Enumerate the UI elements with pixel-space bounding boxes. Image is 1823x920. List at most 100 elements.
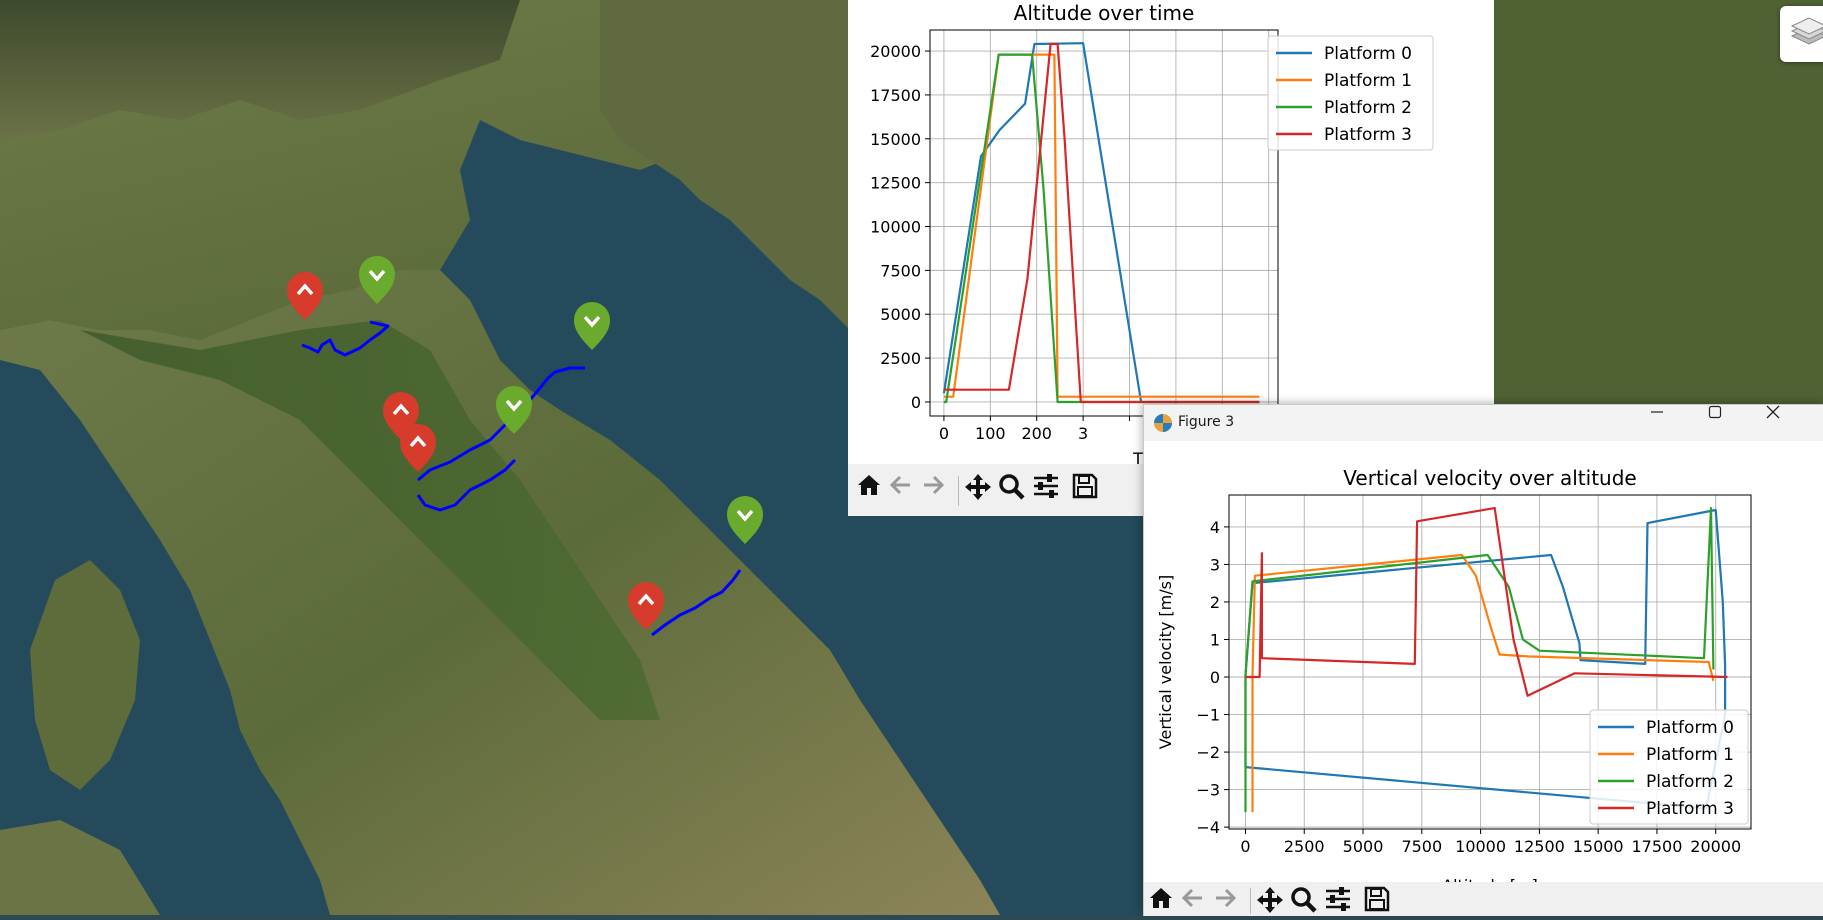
legend-entry: Platform 2 bbox=[1324, 98, 1412, 118]
legend-entry: Platform 2 bbox=[1646, 772, 1734, 792]
window-titlebar[interactable]: Figure 3 bbox=[1144, 405, 1823, 441]
flight-track-3 bbox=[416, 458, 517, 512]
y-tick-label: −3 bbox=[1196, 781, 1220, 800]
start-marker[interactable] bbox=[574, 302, 610, 350]
series-line bbox=[942, 42, 1143, 403]
altitude-chart: Altitude over time 0 100 200 3 0 2500 5000 7500 1… bbox=[870, 1, 1434, 464]
back-arrow-icon bbox=[889, 475, 910, 495]
flight-track-4 bbox=[651, 569, 742, 637]
back-arrow-icon bbox=[1181, 888, 1202, 908]
y-tick-label: 10000 bbox=[870, 218, 921, 237]
pan-button[interactable] bbox=[964, 473, 998, 507]
close-icon bbox=[1766, 405, 1780, 419]
y-tick-label: 17500 bbox=[870, 86, 921, 105]
zoom-button[interactable] bbox=[1290, 886, 1324, 920]
window-title: Figure 3 bbox=[1178, 414, 1235, 430]
home-icon bbox=[1150, 888, 1172, 908]
series-line bbox=[1251, 553, 1715, 813]
land-north bbox=[0, 0, 1823, 420]
legend-box bbox=[1267, 35, 1434, 151]
configure-button[interactable] bbox=[1032, 473, 1066, 507]
maximize-button[interactable] bbox=[1708, 405, 1766, 441]
forward-button[interactable] bbox=[920, 473, 954, 507]
x-tick-label: 2500 bbox=[1284, 837, 1325, 856]
start-marker[interactable] bbox=[727, 496, 763, 544]
y-tick-label: 20000 bbox=[870, 42, 921, 61]
close-button[interactable] bbox=[1766, 405, 1823, 441]
x-tick-label: 12500 bbox=[1514, 837, 1565, 856]
island-sardinia bbox=[0, 820, 160, 915]
x-tick-label: 20000 bbox=[1690, 837, 1741, 856]
home-button[interactable] bbox=[1148, 886, 1182, 920]
x-tick-label: 5000 bbox=[1343, 837, 1384, 856]
forward-button[interactable] bbox=[1212, 886, 1246, 920]
series-line bbox=[1245, 507, 1728, 697]
home-button[interactable] bbox=[856, 473, 890, 507]
end-marker[interactable] bbox=[287, 272, 323, 320]
chart-title: Altitude over time bbox=[1014, 1, 1195, 25]
start-marker[interactable] bbox=[496, 386, 532, 434]
y-tick-label: 5000 bbox=[880, 305, 921, 324]
zoom-button[interactable] bbox=[998, 473, 1032, 507]
y-tick-label: −1 bbox=[1196, 706, 1220, 725]
minimize-icon bbox=[1651, 411, 1663, 413]
legend-entry: Platform 0 bbox=[1646, 718, 1734, 738]
pan-icon bbox=[965, 474, 991, 500]
x-axis-label: T bbox=[1132, 449, 1143, 464]
y-tick-label: 4 bbox=[1210, 518, 1220, 537]
matplotlib-icon bbox=[1154, 414, 1172, 432]
x-tick-label: 15000 bbox=[1573, 837, 1624, 856]
zoom-icon bbox=[999, 474, 1025, 500]
plot-frame bbox=[1228, 494, 1752, 830]
y-tick-label: 2 bbox=[1210, 593, 1220, 612]
legend-entry: Platform 1 bbox=[1324, 71, 1412, 91]
toolbar-separator bbox=[1250, 888, 1251, 914]
series-line bbox=[1244, 507, 1715, 813]
minimize-button[interactable] bbox=[1650, 405, 1708, 441]
x-tick-label: 7500 bbox=[1401, 837, 1442, 856]
layers-icon bbox=[1790, 17, 1823, 45]
back-button[interactable] bbox=[1180, 886, 1214, 920]
x-tick-label: 100 bbox=[975, 424, 1006, 443]
apennines bbox=[80, 320, 660, 720]
legend-entry: Platform 3 bbox=[1646, 799, 1734, 819]
zoom-icon bbox=[1291, 887, 1317, 913]
x-tick-label: 0 bbox=[939, 424, 949, 443]
land-balkans bbox=[600, 0, 850, 330]
y-tick-label: 0 bbox=[911, 393, 921, 412]
series-group bbox=[942, 42, 1260, 404]
legend-entry: Platform 0 bbox=[1324, 44, 1412, 64]
pan-icon bbox=[1257, 887, 1283, 913]
save-button[interactable] bbox=[1072, 473, 1106, 507]
x-tick-label: 3 bbox=[1078, 424, 1088, 443]
save-button[interactable] bbox=[1364, 886, 1398, 920]
save-icon bbox=[1364, 886, 1390, 912]
velocity-chart: Vertical velocity over altitude 0 2500 5000… bbox=[1156, 466, 1752, 895]
configure-button[interactable] bbox=[1324, 886, 1358, 920]
back-button[interactable] bbox=[888, 473, 922, 507]
end-marker[interactable] bbox=[628, 582, 664, 630]
y-tick-label: 12500 bbox=[870, 174, 921, 193]
series-line bbox=[943, 42, 1260, 404]
flight-track-1 bbox=[301, 320, 390, 357]
x-tick-label: 10000 bbox=[1455, 837, 1506, 856]
end-marker[interactable] bbox=[400, 424, 436, 472]
legend: Platform 0 Platform 1 Platform 2 Platform 3 bbox=[1589, 709, 1749, 825]
y-tick-label: 2500 bbox=[880, 349, 921, 368]
forward-arrow-icon bbox=[924, 475, 945, 495]
y-tick-label: −4 bbox=[1196, 818, 1220, 837]
home-icon bbox=[858, 475, 880, 495]
legend-entry: Platform 1 bbox=[1646, 745, 1734, 765]
start-marker[interactable] bbox=[359, 256, 395, 304]
y-tick-label: 0 bbox=[1210, 668, 1220, 687]
series-line bbox=[1244, 508, 1727, 810]
plot-frame bbox=[929, 29, 1279, 417]
figure-3-window: Figure 3 Vertical velocity over altitude… bbox=[1143, 404, 1823, 916]
island-corsica bbox=[30, 560, 140, 790]
configure-icon bbox=[1034, 474, 1058, 498]
chart-title: Vertical velocity over altitude bbox=[1343, 466, 1636, 490]
pan-button[interactable] bbox=[1256, 886, 1290, 920]
land-east bbox=[1494, 0, 1823, 420]
layers-control-button[interactable] bbox=[1780, 6, 1823, 62]
legend-entry: Platform 3 bbox=[1324, 125, 1412, 145]
